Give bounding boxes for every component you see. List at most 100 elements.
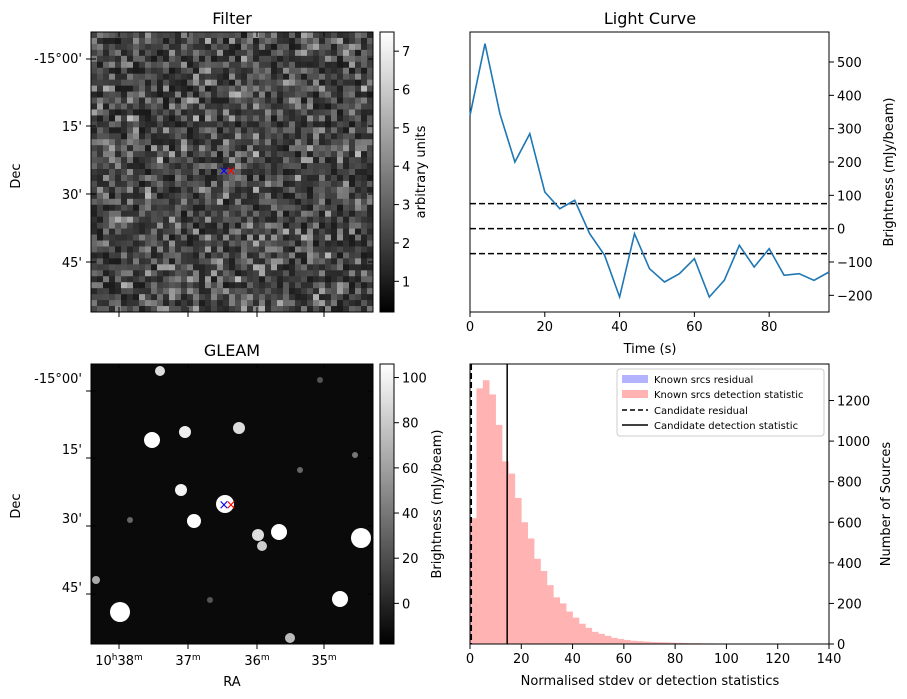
noise-pixel (217, 145, 224, 152)
noise-pixel (295, 55, 302, 63)
noise-pixel (121, 306, 128, 313)
noise-pixel (127, 169, 134, 176)
noise-pixel (271, 294, 278, 301)
noise-pixel (235, 79, 242, 87)
noise-pixel (289, 174, 296, 182)
gleam-ra-label: RA (223, 675, 241, 690)
noise-pixel (259, 300, 266, 307)
noise-pixel (145, 252, 152, 259)
noise-pixel (229, 174, 236, 182)
noise-pixel (175, 109, 182, 116)
gleam-radio-image[interactable] (92, 366, 371, 643)
noise-pixel (163, 240, 170, 247)
noise-pixel (211, 49, 218, 57)
noise-pixel (127, 79, 134, 87)
noise-pixel (193, 133, 200, 140)
noise-pixel (325, 139, 332, 146)
noise-pixel (211, 300, 218, 307)
noise-pixel (103, 288, 110, 295)
noise-pixel (259, 258, 266, 265)
noise-pixel (319, 163, 326, 170)
noise-pixel (205, 169, 212, 176)
noise-pixel (205, 300, 212, 307)
noise-pixel (187, 270, 194, 277)
noise-pixel (217, 216, 224, 224)
noise-pixel (325, 276, 332, 283)
noise-pixel (223, 55, 230, 63)
noise-pixel (103, 204, 110, 212)
noise-pixel (349, 234, 356, 241)
noise-pixel (151, 186, 158, 194)
noise-pixel (217, 115, 224, 122)
noise-pixel (259, 204, 266, 212)
noise-pixel (163, 157, 170, 164)
noise-pixel (115, 240, 122, 247)
noise-pixel (223, 157, 230, 164)
noise-pixel (133, 210, 140, 218)
noise-pixel (193, 121, 200, 128)
noise-pixel (205, 67, 212, 75)
noise-pixel (229, 32, 236, 39)
y-tick-label: 0 (837, 223, 845, 238)
noise-pixel (349, 204, 356, 212)
noise-pixel (223, 109, 230, 116)
noise-pixel (187, 234, 194, 241)
noise-pixel (193, 192, 200, 200)
noise-pixel (343, 294, 350, 301)
noise-pixel (295, 294, 302, 301)
noise-pixel (307, 294, 314, 301)
noise-pixel (277, 228, 284, 235)
noise-pixel (193, 174, 200, 182)
noise-pixel (157, 67, 164, 75)
noise-pixel (121, 180, 128, 188)
noise-pixel (337, 246, 344, 253)
noise-pixel (133, 234, 140, 241)
noise-pixel (271, 264, 278, 271)
noise-pixel (265, 258, 272, 265)
noise-pixel (253, 43, 260, 51)
noise-pixel (289, 109, 296, 116)
noise-pixel (253, 270, 260, 277)
noise-pixel (133, 32, 140, 39)
noise-pixel (187, 97, 194, 104)
noise-pixel (169, 139, 176, 146)
noise-pixel (319, 198, 326, 206)
noise-pixel (235, 234, 242, 241)
noise-pixel (193, 67, 200, 75)
noise-pixel (319, 288, 326, 295)
noise-pixel (133, 198, 140, 206)
noise-pixel (205, 228, 212, 235)
noise-pixel (193, 43, 200, 51)
noise-pixel (349, 55, 356, 63)
noise-pixel (133, 67, 140, 75)
noise-pixel (271, 192, 278, 200)
noise-pixel (337, 180, 344, 188)
noise-pixel (289, 121, 296, 128)
noise-pixel (259, 276, 266, 283)
filter-noise-image[interactable] (91, 32, 374, 313)
histogram-bar (489, 394, 496, 644)
noise-pixel (355, 282, 362, 289)
noise-pixel (283, 55, 290, 63)
noise-pixel (211, 222, 218, 229)
light-curve-plot-area[interactable] (469, 31, 830, 313)
noise-pixel (205, 276, 212, 283)
noise-pixel (175, 121, 182, 128)
noise-pixel (235, 198, 242, 206)
noise-pixel (325, 61, 332, 69)
noise-pixel (265, 133, 272, 140)
gleam-marker-blue: × (219, 498, 230, 513)
noise-pixel (313, 61, 320, 69)
noise-pixel (205, 192, 212, 200)
noise-pixel (193, 79, 200, 87)
noise-pixel (361, 115, 368, 122)
noise-pixel (337, 67, 344, 75)
noise-pixel (361, 79, 368, 87)
noise-pixel (157, 192, 164, 200)
noise-pixel (157, 204, 164, 212)
noise-pixel (259, 73, 266, 81)
noise-pixel (259, 163, 266, 170)
noise-pixel (247, 85, 254, 92)
noise-pixel (121, 97, 128, 104)
noise-pixel (229, 109, 236, 116)
